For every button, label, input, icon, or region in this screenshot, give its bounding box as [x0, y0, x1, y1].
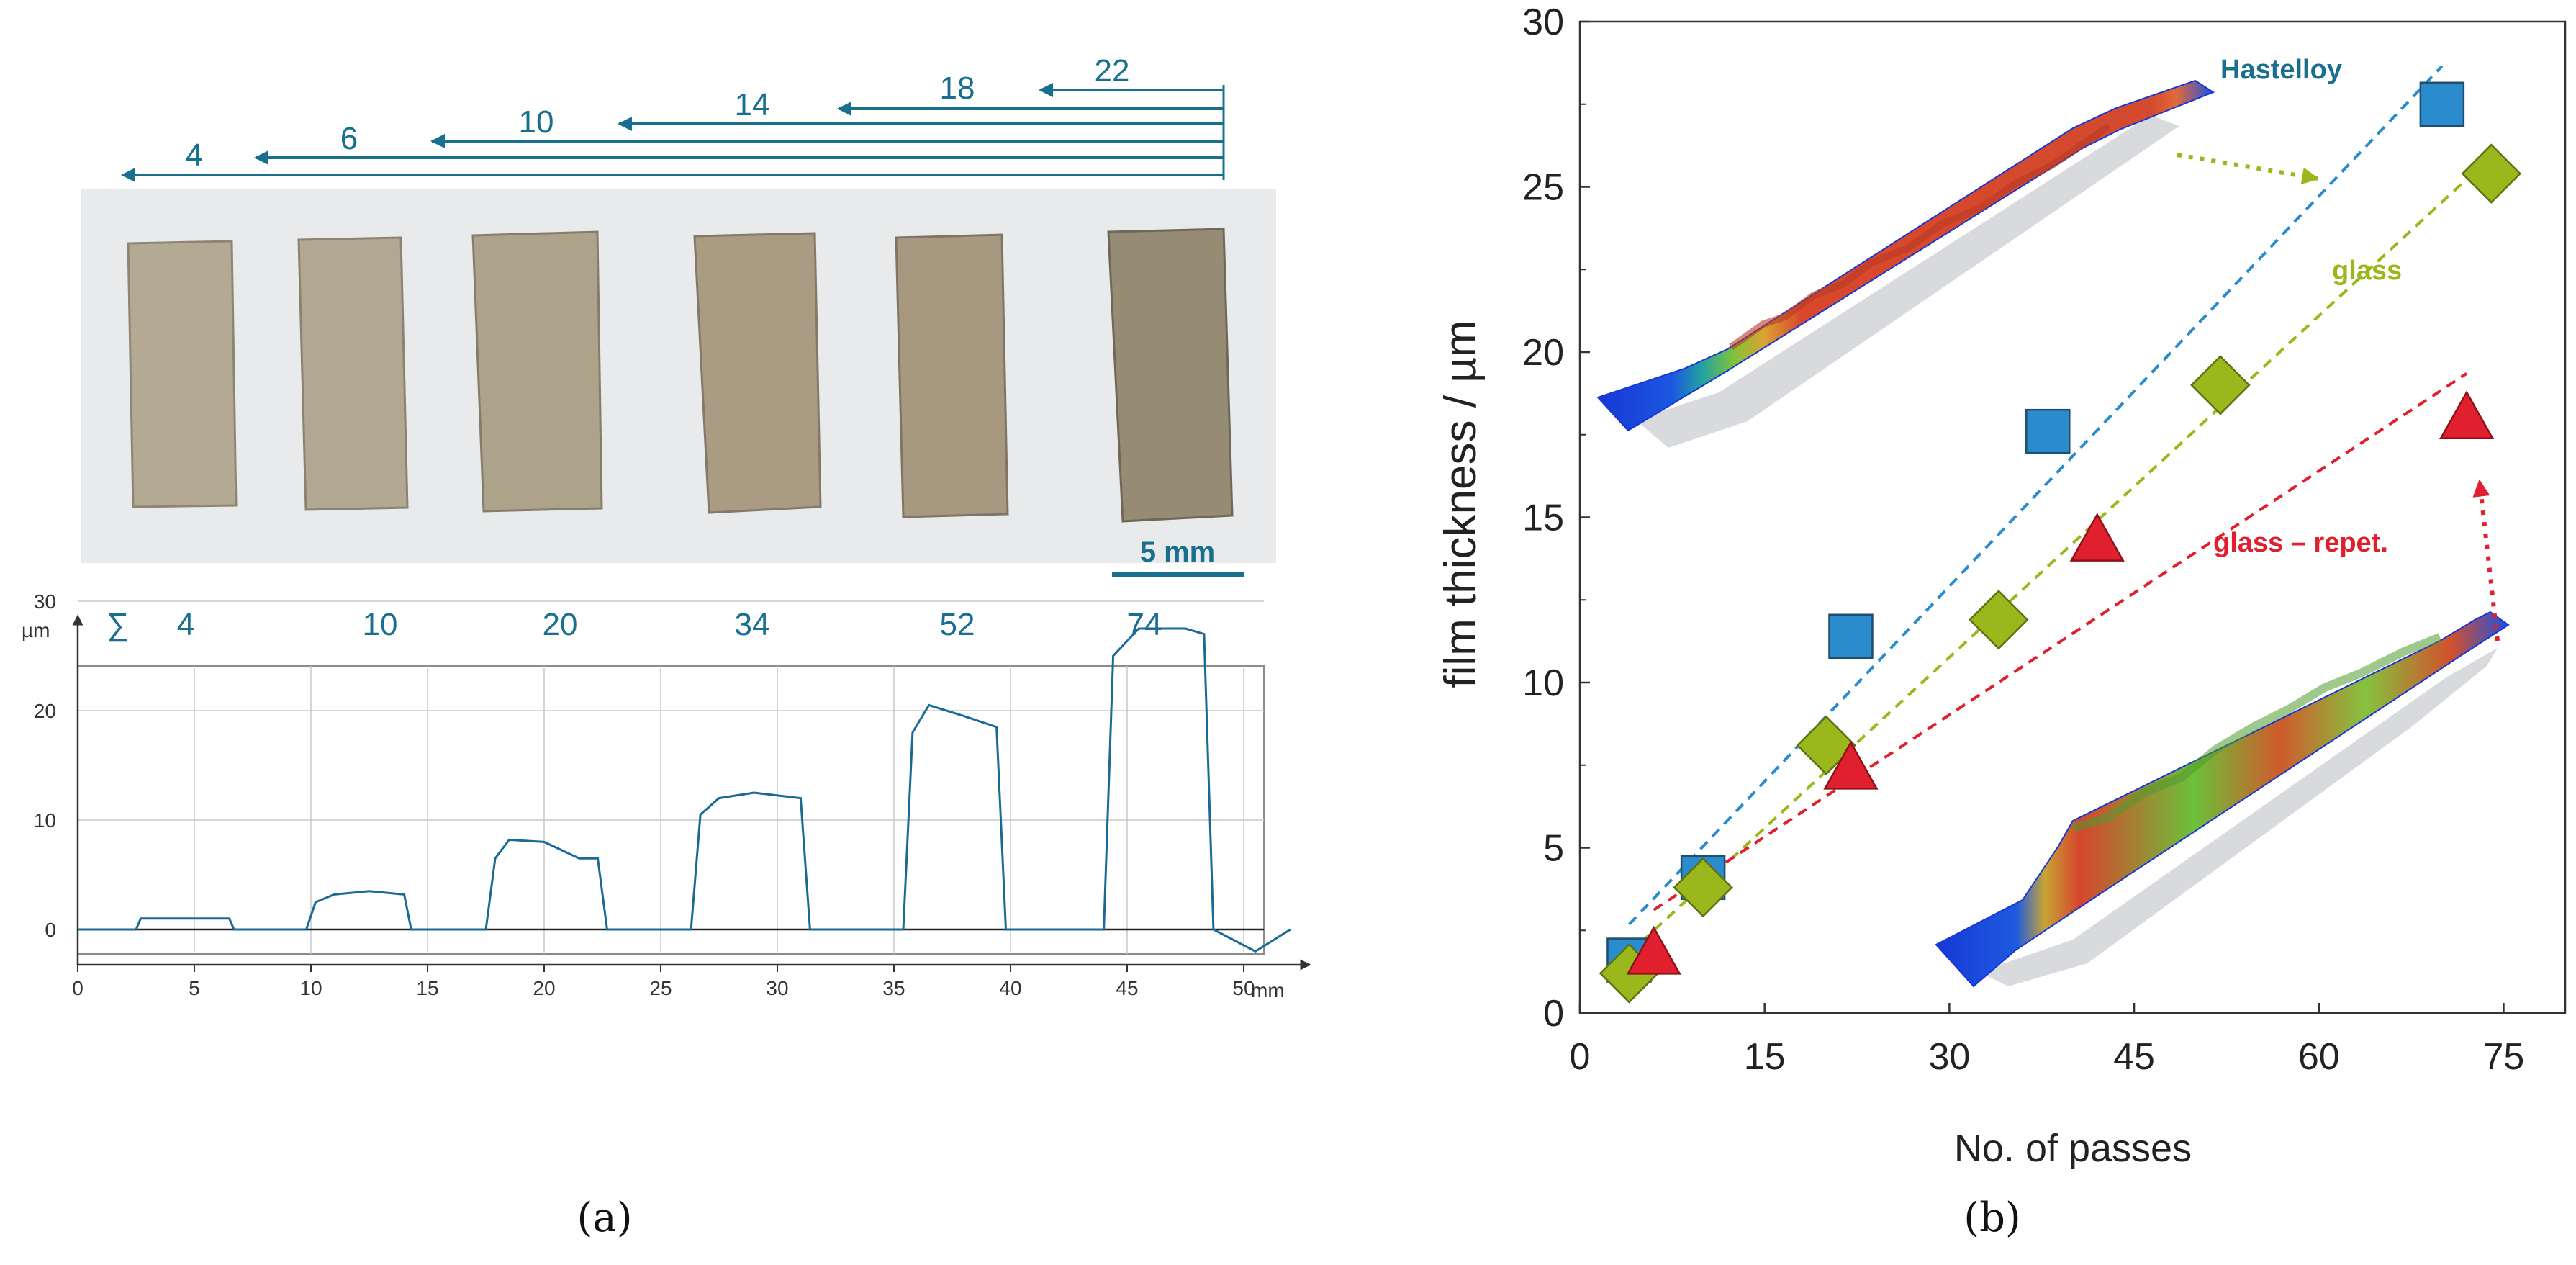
pass-label-14: 14	[735, 87, 770, 122]
profile-y-tick-label: 20	[34, 700, 56, 722]
pass-label-6: 6	[340, 121, 358, 156]
x-axis-title: No. of passes	[1954, 1127, 2192, 1170]
cumulative-label-4: 4	[177, 607, 194, 642]
annotation-hastelloy: Hastelloy	[2220, 55, 2342, 85]
profile-y-tick-label: 10	[34, 809, 56, 832]
cumulative-pass-labels: 4 10 20 34 52 74	[177, 607, 1162, 642]
profile-grid	[77, 600, 1264, 954]
x-tick-label: 45	[2113, 1036, 2155, 1078]
y-tick-label: 20	[1522, 332, 1564, 374]
pass-count-arrows: 22 18 14 10 6 4	[121, 53, 1225, 182]
y-tick-label: 0	[1543, 993, 1564, 1035]
caption-a: (a)	[577, 1194, 632, 1241]
profile-y-tick-label: 0	[45, 919, 56, 941]
profile-x-tick-label: 10	[299, 977, 322, 999]
cumulative-label-20: 20	[543, 607, 578, 642]
x-tick-label: 75	[2483, 1036, 2525, 1078]
glass-repeat-point	[1626, 925, 1681, 975]
surface-render-glass-repeat	[1935, 611, 2510, 988]
pass-label-4: 4	[186, 138, 203, 173]
profile-line	[78, 627, 1291, 953]
glass-repeat-point	[2439, 390, 2495, 440]
y-tick-label: 10	[1522, 662, 1564, 704]
sample-strip-3	[471, 230, 603, 513]
hastelloy-point	[1828, 613, 1874, 659]
glass-repeat-point	[2069, 513, 2125, 562]
annotation-glass: glass	[2332, 256, 2402, 286]
x-tick-label: 15	[1744, 1036, 1786, 1078]
sample-photo: 5 mm	[81, 189, 1276, 577]
x-tick-label: 30	[1928, 1036, 1970, 1078]
hastelloy-point	[2025, 408, 2071, 454]
profile-x-unit: mm	[1251, 979, 1285, 1001]
glass-point	[2190, 355, 2251, 415]
glass-annotation-arrow	[2177, 153, 2320, 185]
sample-strip-5	[895, 233, 1009, 518]
profile-x-tick-label: 5	[189, 977, 200, 999]
glass-point	[2461, 143, 2522, 204]
fit-line-diamond	[1628, 155, 2493, 955]
profile-x-tick-label: 50	[1232, 977, 1255, 999]
hastelloy-point	[2419, 81, 2465, 127]
photo-background	[81, 189, 1276, 563]
profile-plot: 0 5 10 15 20 25 30 35 40 45 50 0 10 20 30 µm mm ∑ 4 10 2…	[22, 590, 1311, 1001]
sample-strip-1	[127, 240, 238, 508]
cumulative-label-10: 10	[363, 607, 398, 642]
panel-a: 22 18 14 10 6 4 5 mm 0 5 10 15 20 25 30 35	[22, 53, 1311, 1241]
profile-x-tick-label: 25	[649, 977, 672, 999]
y-tick-label: 30	[1522, 1, 1564, 43]
surface-render-hastelloy	[1596, 79, 2215, 448]
profile-y-tick-label: 30	[34, 590, 56, 613]
profile-x-tick-label: 20	[533, 977, 555, 999]
profile-y-unit: µm	[22, 619, 50, 641]
glass-repeat-point	[1823, 740, 1879, 790]
profile-x-tick-label: 30	[766, 977, 788, 999]
glass-point	[1969, 590, 2029, 650]
y-tick-label: 25	[1522, 167, 1564, 209]
y-tick-label: 5	[1543, 828, 1564, 870]
profile-x-tick-label: 45	[1116, 977, 1138, 999]
data-markers	[1599, 81, 2522, 1004]
cumulative-label-34: 34	[735, 607, 770, 642]
profile-plot-frame	[77, 665, 1265, 955]
caption-b: (b)	[1963, 1194, 2021, 1241]
pass-label-22: 22	[1095, 53, 1130, 89]
cumulative-label-52: 52	[940, 607, 975, 642]
fit-line-square	[1627, 65, 2444, 926]
panel-b: 0 15 30 45 60 75 0 5 10 15 20 25 30 Hastelloy glass …	[1436, 1, 2567, 1241]
fit-lines	[1627, 65, 2493, 955]
y-tick-label: 15	[1522, 498, 1564, 539]
sum-symbol: ∑	[107, 607, 129, 642]
annotation-glass-repeat: glass – repet.	[2213, 528, 2388, 558]
scale-bar-label: 5 mm	[1140, 536, 1216, 568]
pass-label-18: 18	[940, 71, 975, 106]
fit-line-triangle	[1653, 372, 2468, 911]
glass-point	[1673, 857, 1733, 918]
repeat-annotation-arrow	[2472, 479, 2500, 641]
sample-strip-4	[693, 232, 822, 514]
profile-tick-labels: 0 5 10 15 20 25 30 35 40 45 50 0 10 20 30	[34, 590, 1255, 999]
profile-x-tick-label: 0	[72, 977, 83, 999]
x-tick-label: 60	[2298, 1036, 2340, 1078]
profile-x-tick-label: 15	[416, 977, 438, 999]
x-tick-label: 0	[1570, 1036, 1591, 1078]
sample-strip-6	[1107, 228, 1234, 523]
chart-ticks: 0 15 30 45 60 75 0 5 10 15 20 25 30	[1522, 1, 2524, 1078]
y-axis-title: film thickness / µm	[1436, 320, 1486, 688]
profile-x-tick-label: 40	[999, 977, 1021, 999]
profile-x-tick-label: 35	[882, 977, 905, 999]
pass-label-10: 10	[519, 104, 554, 140]
sample-strip-2	[297, 236, 409, 511]
